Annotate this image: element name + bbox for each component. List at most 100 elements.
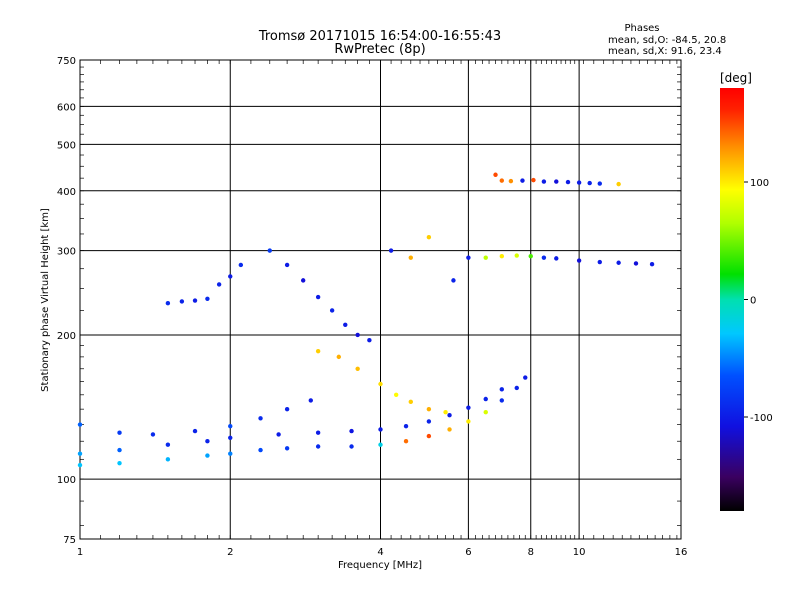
data-point [493, 172, 498, 177]
x-tick-label: 1 [77, 547, 83, 558]
data-point [520, 178, 525, 183]
data-point [447, 412, 452, 418]
data-point [408, 399, 413, 405]
data-point [466, 255, 471, 260]
data-point [514, 253, 519, 258]
x-tick-label: 8 [528, 547, 534, 558]
data-point [483, 396, 488, 402]
phases-x-stats: mean, sd,X: 91.6, 23.4 [608, 46, 722, 57]
data-point [597, 181, 602, 186]
data-point [499, 254, 505, 259]
data-point [315, 444, 321, 449]
data-point [633, 261, 639, 266]
chart-subtitle: RwPretec (8p) [334, 42, 425, 57]
data-point [426, 419, 432, 424]
data-point [597, 259, 602, 265]
data-point [192, 298, 198, 303]
y-axis-label: Stationary phase Virtual Height [km] [40, 208, 51, 392]
data-point [205, 453, 210, 458]
data-point [514, 385, 519, 391]
y-tick-label: 300 [57, 247, 76, 258]
data-point [483, 255, 488, 260]
data-point [523, 375, 528, 380]
data-point [165, 300, 171, 306]
colorbar-tick-label: -100 [750, 413, 773, 424]
data-point [238, 262, 244, 268]
data-point [349, 428, 354, 434]
y-tick-label: 200 [57, 331, 76, 342]
data-point [315, 430, 321, 435]
colorbar-label: [deg] [720, 71, 752, 85]
data-point [447, 427, 452, 432]
data-point [466, 419, 471, 424]
phases-o-stats: mean, sd,O: -84.5, 20.8 [608, 35, 726, 46]
data-point [308, 398, 313, 403]
data-point [367, 338, 372, 343]
data-point [403, 439, 409, 444]
data-point [531, 177, 536, 183]
data-point [205, 439, 210, 444]
data-point [408, 255, 413, 260]
data-point [329, 308, 335, 313]
data-point [576, 258, 582, 263]
data-point [77, 422, 83, 427]
data-point [426, 234, 432, 240]
data-point [77, 451, 83, 456]
data-point [616, 260, 621, 265]
x-tick-label: 16 [675, 547, 688, 558]
y-tick-label: 500 [57, 140, 76, 151]
data-point [443, 409, 448, 415]
data-point [150, 432, 156, 437]
data-point [179, 299, 185, 304]
data-point [343, 322, 348, 328]
data-point [355, 366, 360, 371]
data-point [228, 274, 233, 279]
data-point [403, 423, 409, 429]
data-point [499, 387, 505, 392]
data-point [466, 405, 471, 410]
y-tick-labels: 75 100 200 300 400 500 600 750 [57, 56, 76, 546]
data-point [378, 442, 383, 447]
data-point [258, 447, 263, 453]
colorbar-tick-label: 100 [750, 178, 769, 189]
colorbar-tick-label: 0 [750, 296, 756, 307]
data-point [554, 256, 559, 261]
data-point [117, 460, 122, 466]
data-point [315, 348, 321, 354]
data-point [451, 278, 456, 283]
data-point [284, 446, 290, 451]
y-tick-label: 100 [57, 475, 76, 486]
phases-heading: Phases [624, 23, 659, 34]
data-point [587, 180, 592, 186]
data-point [541, 255, 547, 260]
y-tick-label: 600 [57, 102, 76, 113]
data-point [355, 332, 360, 338]
data-point [228, 423, 233, 429]
data-point [216, 282, 222, 287]
data-point [258, 416, 263, 421]
data-point [499, 398, 505, 403]
colorbar-ticks: 100 0 -100 [744, 178, 773, 424]
data-point [276, 432, 281, 437]
data-point [616, 181, 621, 187]
x-tick-label: 10 [573, 547, 586, 558]
x-axis-label: Frequency [MHz] [338, 560, 422, 571]
colorbar [720, 88, 744, 511]
data-point [336, 354, 342, 360]
data-point [284, 262, 290, 268]
y-tick-label: 75 [63, 535, 76, 546]
data-point [649, 262, 655, 267]
data-point [554, 179, 559, 184]
data-point [378, 427, 383, 432]
data-point [565, 179, 571, 185]
data-point [228, 451, 233, 456]
data-point [483, 409, 488, 415]
data-point [378, 381, 383, 387]
data-point [192, 428, 198, 434]
data-point [541, 179, 547, 184]
y-tick-label: 750 [57, 56, 76, 67]
data-point [228, 435, 233, 440]
data-point [165, 457, 171, 462]
x-tick-label: 4 [377, 547, 383, 558]
x-tick-labels: 1 2 4 6 8 10 16 [77, 547, 688, 558]
